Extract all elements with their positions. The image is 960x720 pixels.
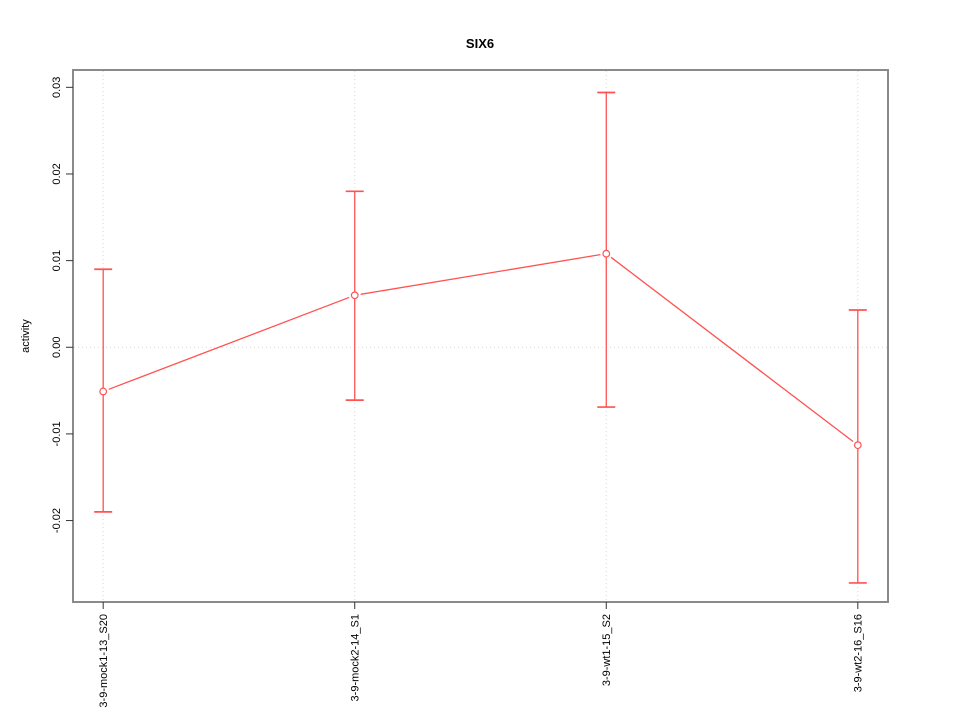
- gridlines: [74, 71, 887, 601]
- line-segment: [108, 296, 350, 390]
- x-tick-label: 3-9-mock1-13_S20: [98, 614, 110, 708]
- y-axis: 0.03 0.02 0.01 0.00 -0.01 -0.02: [51, 77, 73, 533]
- chart-title: SIX6: [465, 36, 495, 51]
- plot-box: [72, 69, 889, 603]
- x-tick-label: 3-9-wt2-16_S16: [853, 614, 865, 692]
- y-tick-label: 0.01: [51, 250, 63, 271]
- line-segment: [360, 254, 601, 295]
- y-tick-label: 0.02: [51, 163, 63, 184]
- data-point: [99, 387, 108, 396]
- data-points: [99, 249, 862, 450]
- y-tick-label: -0.02: [51, 508, 63, 533]
- x-tick-label: 3-9-mock2-14_S1: [350, 614, 362, 701]
- y-tick-label: -0.01: [51, 421, 63, 446]
- data-point: [350, 291, 359, 300]
- y-tick-label: 0.03: [51, 77, 63, 98]
- error-bars: [94, 91, 867, 584]
- data-point: [853, 441, 862, 450]
- data-point: [602, 249, 611, 258]
- x-axis: 3-9-mock1-13_S20 3-9-mock2-14_S1 3-9-wt1-1…: [98, 602, 865, 708]
- line-segment: [610, 256, 854, 443]
- x-tick-label: 3-9-wt1-15_S2: [601, 614, 613, 686]
- series-line: [108, 254, 854, 443]
- y-tick-label: 0.00: [51, 337, 63, 358]
